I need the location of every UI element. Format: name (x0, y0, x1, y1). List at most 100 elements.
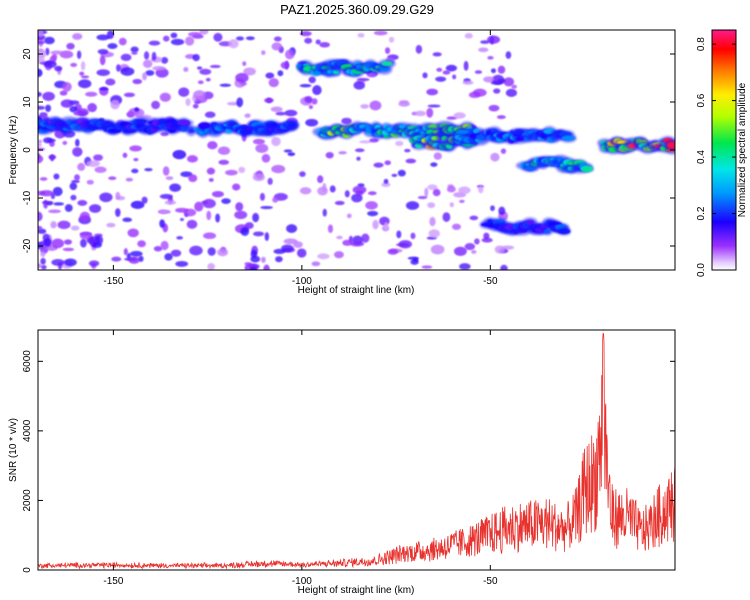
spectrogram-noise-cell (54, 65, 63, 72)
spectrogram-noise-cell (442, 212, 451, 222)
spectrogram-noise-cell (432, 188, 441, 197)
spectrogram-noise-cell (505, 88, 518, 98)
spectrogram-noise-cell (169, 183, 182, 192)
spectrogram-noise-cell (481, 237, 493, 243)
spectrogram-noise-cell (427, 104, 441, 108)
colorbar-tick-label: 0.4 (696, 150, 707, 164)
spectrogram-noise-cell (474, 70, 483, 74)
spectrogram-noise-cell (483, 76, 495, 83)
spectrogram-noise-cell (260, 205, 273, 210)
spectrogram-noise-cell (50, 221, 57, 229)
spectrogram-noise-cell (322, 208, 327, 217)
spectrogram-noise-cell (41, 265, 47, 270)
spectrogram-noise-cell (315, 39, 321, 45)
spectrogram-noise-cell (197, 80, 204, 85)
snr-y-ticks: 0 2000 4000 6000 (22, 350, 675, 573)
spectrogram-y-tick-label: 20 (22, 48, 33, 60)
spectrogram-noise-cell (132, 78, 143, 85)
spectrogram-noise-cell (175, 207, 189, 213)
spectrogram-noise-cell (122, 152, 128, 158)
spectrogram-noise-cell (462, 80, 474, 85)
spectrogram-noise-cell (511, 84, 517, 89)
spectrogram-noise-cell (164, 253, 173, 261)
spectrogram-noise-cell (188, 31, 202, 37)
spectrogram-noise-cell (107, 43, 118, 49)
spectrogram-noise-cell (123, 248, 128, 256)
spectrogram-noise-cell (38, 139, 43, 144)
spectrogram-noise-cell (354, 148, 365, 153)
spectrogram-noise-cell (38, 225, 43, 230)
spectrogram-noise-cell (42, 91, 55, 102)
spectrogram-y-tick-label: 10 (22, 96, 33, 108)
spectrogram-noise-cell (426, 88, 439, 96)
spectrogram-noise-cell (160, 131, 169, 137)
spectrogram-noise-cell (252, 212, 260, 223)
spectrogram-noise-cell (170, 249, 182, 257)
spectrogram-noise-cell (203, 232, 217, 240)
spectrogram-noise-cell (311, 261, 321, 267)
spectrogram-noise-cell (398, 240, 412, 249)
colorbar-gradient (711, 29, 737, 271)
spectrogram-noise-cell (106, 222, 116, 228)
spectrogram-noise-cell (205, 77, 211, 82)
spectrogram-noise-cell (494, 245, 505, 254)
snr-y-tick-label: 6000 (22, 350, 33, 373)
snr-x-tick-label: -100 (292, 576, 312, 587)
spectrogram-noise-cell (373, 162, 384, 168)
spectrogram-noise-cell (213, 32, 223, 42)
spectrogram-noise-cell (493, 88, 501, 94)
spectrogram-noise-cell (308, 105, 313, 109)
spectrogram-noise-cell (159, 92, 171, 102)
spectrogram-noise-cell (305, 118, 319, 127)
spectrogram-feature-cell (580, 165, 594, 173)
spectrogram-noise-cell (48, 209, 61, 214)
spectrogram-noise-cell (351, 193, 363, 203)
spectrogram-noise-cell (142, 59, 153, 68)
spectrogram-noise-cell (51, 259, 65, 266)
spectrogram-noise-cell (38, 68, 43, 78)
spectrogram-noise-cell (89, 204, 102, 213)
spectrogram-noise-cell (489, 35, 495, 45)
colorbar-ticks: 0.0 0.2 0.4 0.6 0.8 (696, 37, 736, 277)
spectrogram-noise-cell (336, 235, 343, 240)
snr-x-ticks: -150 -100 -50 (103, 330, 498, 587)
spectrogram-noise-cell (221, 198, 231, 204)
spectrogram-noise-cell (142, 72, 147, 81)
snr-panel: -150 -100 -50 0 2000 4000 6000 Height of stra… (8, 329, 676, 596)
spectrogram-noise-cell (261, 256, 266, 263)
spectrogram-noise-cell (329, 185, 336, 193)
spectrogram-noise-cell (480, 40, 490, 44)
spectrogram-noise-cell (490, 205, 495, 212)
spectrogram-noise-cell (86, 160, 100, 167)
spectrogram-noise-cell (130, 46, 139, 53)
spectrogram-noise-cell (312, 85, 322, 96)
snr-x-label: Height of straight line (km) (298, 585, 415, 596)
spectrogram-image (38, 30, 675, 270)
spectrogram-noise-cell (39, 177, 48, 181)
spectrogram-noise-cell (217, 146, 231, 155)
spectrogram-noise-cell (129, 145, 142, 152)
spectrogram-feature-cell (561, 135, 576, 141)
spectrogram-noise-cell (384, 160, 391, 166)
spectrogram-noise-cell (488, 104, 500, 112)
spectrogram-noise-cell (88, 260, 100, 267)
spectrogram-noise-cell (396, 230, 402, 239)
spectrogram-noise-cell (459, 199, 465, 203)
spectrogram-noise-cell (162, 35, 170, 42)
spectrogram-noise-cell (459, 263, 471, 270)
spectrogram-noise-cell (185, 98, 191, 107)
spectrogram-noise-cell (43, 60, 57, 69)
spectrogram-noise-cell (360, 104, 370, 109)
spectrogram-noise-cell (118, 37, 127, 46)
spectrogram-noise-cell (344, 190, 350, 198)
spectrogram-noise-cell (405, 201, 420, 210)
spectrogram-noise-cell (271, 164, 286, 174)
spectrogram-noise-cell (280, 61, 290, 69)
spectrogram-noise-cell (381, 182, 391, 188)
spectrogram-noise-cell (158, 209, 167, 214)
snr-y-tick-label: 2000 (22, 489, 33, 512)
spectrogram-feature-cell (666, 141, 675, 149)
spectrogram-noise-cell (397, 169, 406, 177)
spectrogram-noise-cell (334, 251, 344, 259)
spectrogram-noise-cell (179, 217, 184, 222)
